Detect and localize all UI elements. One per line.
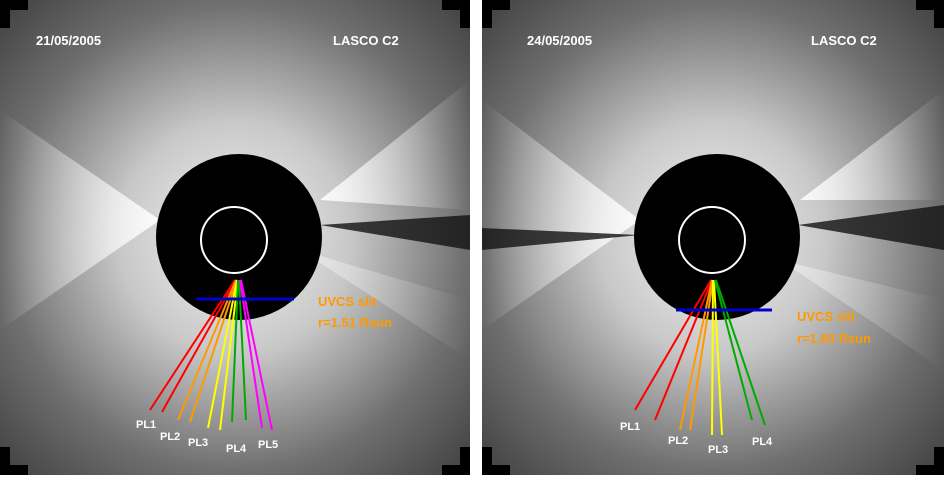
pseudo-lines: [149, 279, 273, 431]
line-label: PL4: [752, 436, 773, 448]
dark-lane: [320, 215, 470, 250]
date: 24/05/2005: [527, 33, 592, 48]
instrument: LASCO C2: [811, 33, 877, 48]
line-label: PL2: [668, 435, 688, 447]
date: 21/05/2005: [36, 33, 101, 48]
streamer: [800, 90, 944, 200]
radius-label: r=1.80 Rsun: [797, 331, 871, 346]
line-label: PL1: [136, 419, 156, 431]
line-label: PL1: [620, 421, 640, 433]
solar-limb: [678, 206, 746, 274]
slit-label: UVCS slit: [797, 309, 856, 324]
occulter: [156, 154, 322, 320]
streamer: [482, 100, 640, 330]
instrument: LASCO C2: [333, 33, 399, 48]
dark-lane: [798, 205, 944, 250]
line-label: PL3: [708, 444, 728, 456]
solar-limb: [200, 206, 268, 274]
line-labels: PL1 PL2 PL3 PL4 PL5: [136, 419, 278, 455]
occulter: [634, 154, 800, 320]
line-label: PL2: [160, 431, 180, 443]
panel: 21/05/2005 LASCO C2 UVCS slit r=1.51 Rsu…: [0, 0, 470, 475]
pseudo-lines: [634, 279, 766, 436]
slit-label: UVCS slit: [318, 294, 377, 309]
line-label: PL4: [226, 443, 247, 455]
panel: 24/05/2005 LASCO C2 UVCS slit r=1.80 Rsu…: [482, 0, 944, 475]
streamer: [780, 260, 944, 370]
dark-lane: [482, 228, 640, 250]
line-label: PL3: [188, 437, 208, 449]
line-labels: PL1 PL2 PL3 PL4: [620, 421, 773, 456]
radius-label: r=1.51 Rsun: [318, 315, 392, 330]
line-label: PL5: [258, 439, 278, 451]
streamer: [320, 80, 470, 210]
streamer: [300, 250, 470, 360]
streamer: [0, 110, 160, 330]
